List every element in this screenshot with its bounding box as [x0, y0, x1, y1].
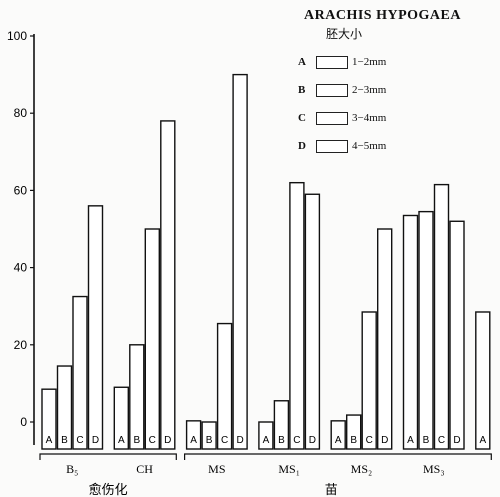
bar-ms-B [201, 421, 217, 450]
y-tick-label: 40 [14, 261, 28, 275]
group-label: B₅ [66, 462, 78, 476]
bar-letter: D [453, 435, 460, 446]
bar-letter: D [236, 435, 243, 446]
bracket-callus [39, 453, 177, 460]
bar-letter: C [76, 435, 83, 446]
bar-ch-D [160, 120, 176, 450]
bar-letter: B [61, 435, 68, 446]
bar-letter: A [263, 435, 270, 446]
legend-swatch [316, 111, 348, 125]
legend-item: D 4−5mm [298, 132, 488, 160]
supergroup-label: 苗 [325, 482, 338, 497]
legend-item: C 3−4mm [298, 104, 488, 132]
bar--A [475, 311, 491, 450]
bar-ms-D [377, 228, 393, 450]
bar-letter: D [381, 435, 388, 446]
bar-letter: A [46, 435, 53, 446]
x-axis-labels: A B C D A B C D A B C D A B C D A B C D A B C D AB₅ CH MS MS₁ MS₂ MS₃… [39, 435, 492, 497]
bar-letter: D [309, 435, 316, 446]
bar-ms-A [330, 420, 346, 450]
bar-ms-D [232, 73, 248, 450]
bar-ms-A [258, 421, 274, 450]
legend-label: 3−4mm [352, 112, 387, 124]
bar-letter: B [350, 435, 357, 446]
y-tick-label: 100 [7, 29, 27, 43]
bar-letter: A [479, 435, 486, 446]
bar-letter: D [92, 435, 99, 446]
bar-letter: C [149, 435, 156, 446]
legend-label: 4−5mm [352, 140, 387, 152]
y-tick-label: 60 [14, 183, 28, 197]
bar-ms-B [418, 210, 434, 450]
legend-item: B 2−3mm [298, 76, 488, 104]
bar-ms-C [216, 322, 233, 450]
bar-ms-A [402, 214, 419, 450]
bar-ms-B [273, 400, 290, 450]
bar-b-C [72, 295, 88, 450]
legend-key: D [298, 140, 306, 152]
bar-b-A [41, 388, 57, 450]
group-label: MS₂ [351, 462, 373, 476]
bar-ms-A [185, 420, 202, 450]
legend-swatch [316, 83, 348, 97]
bar-letter: C [438, 435, 445, 446]
bar-letter: D [164, 435, 171, 446]
y-tick-label: 20 [14, 338, 28, 352]
bar-b-B [56, 365, 73, 450]
bar-letter: B [278, 435, 285, 446]
y-axis: 0 20 40 60 80 100 [7, 29, 35, 445]
bar-ms-C [361, 311, 377, 450]
bar-ch-B [129, 344, 145, 450]
bar-ch-C [144, 228, 161, 450]
bracket-shoot [184, 453, 492, 460]
bar-letter: C [366, 435, 373, 446]
legend-key: B [298, 84, 306, 96]
bar-letter: B [206, 435, 213, 446]
bar-letter: A [335, 435, 342, 446]
y-tick-label: 0 [20, 415, 27, 429]
bar-ms-D [304, 193, 321, 450]
group-label: MS₃ [423, 462, 445, 476]
legend-title: 胚大小 [326, 27, 363, 41]
bar-letter: C [293, 435, 300, 446]
legend: ARACHIS HYPOGAEA 胚大小 A 1−2mm B 2−3mm C 3−4mm D… [298, 8, 488, 160]
bar-b-D [87, 205, 104, 450]
bar-ms-D [449, 220, 465, 450]
bar-letter: A [118, 435, 125, 446]
bar-letter: A [407, 435, 414, 446]
bars [41, 73, 491, 450]
bar-letter: C [221, 435, 228, 446]
group-label: MS [208, 462, 225, 476]
legend-key: C [298, 112, 306, 124]
supergroup-label: 愈伤化 [89, 482, 128, 497]
bar-letter: A [190, 435, 197, 446]
bar-ch-A [113, 386, 130, 450]
bar-ms-C [433, 183, 450, 450]
legend-key: A [298, 56, 306, 68]
chart-title: ARACHIS HYPOGAEA [304, 8, 461, 23]
bar-letter: B [133, 435, 140, 446]
legend-label: 1−2mm [352, 56, 387, 68]
bar-letter: B [423, 435, 430, 446]
bar-ms-B [346, 414, 362, 450]
y-tick-label: 80 [14, 106, 28, 120]
group-label: CH [136, 462, 153, 476]
legend-label: 2−3mm [352, 84, 387, 96]
legend-item: A 1−2mm [298, 48, 488, 76]
bar-ms-C [289, 181, 305, 450]
legend-swatch [316, 139, 348, 153]
legend-swatch [316, 55, 348, 69]
group-label: MS₁ [278, 462, 300, 476]
